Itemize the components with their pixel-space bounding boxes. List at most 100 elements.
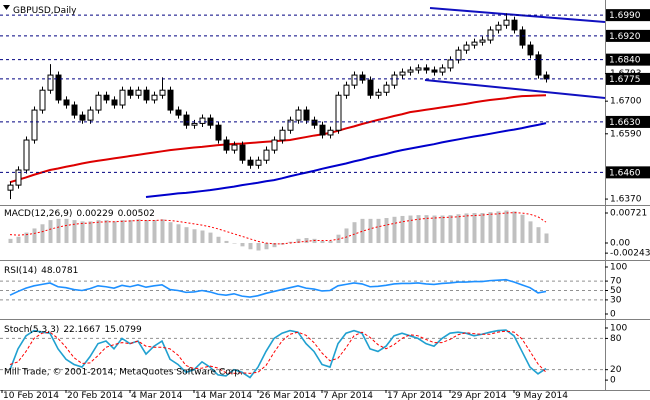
macd-bar — [320, 240, 325, 244]
macd-bar — [496, 211, 501, 244]
candle-body — [327, 129, 334, 136]
candle-body — [503, 19, 510, 26]
macd-bar — [216, 236, 221, 244]
macd-bar — [344, 228, 349, 244]
y-tick-label: 1.6370 — [610, 195, 642, 205]
macd-bar — [200, 230, 205, 244]
candle-body — [375, 91, 382, 96]
y-tick-label: 1.6700 — [610, 97, 642, 107]
candle-body — [439, 67, 446, 73]
macd-bar — [384, 218, 389, 244]
candle-body — [255, 159, 262, 166]
y-tick-label: 0 — [610, 310, 616, 320]
candle-body — [447, 59, 454, 69]
candle-body — [63, 99, 70, 106]
candle-body — [391, 74, 398, 86]
candle-body — [311, 119, 318, 126]
price-level-box — [606, 166, 650, 179]
macd-bar — [536, 227, 541, 244]
macd-bar — [160, 219, 165, 244]
header-value: 15.0799 — [105, 325, 142, 335]
candle-body — [343, 84, 350, 96]
price-level-box — [606, 29, 650, 42]
indicator-header: RSI(14) 48.0781 — [4, 266, 78, 276]
candle-body — [119, 89, 126, 106]
price-level-label: 1.6630 — [609, 118, 641, 128]
y-tick-label: 50 — [610, 286, 622, 296]
macd-bar — [136, 219, 141, 244]
macd-bar — [520, 214, 525, 244]
x-tick-label: 10 Feb 2014 — [3, 391, 59, 400]
macd-bar — [24, 232, 29, 244]
header-title: MACD(12,26,9) — [4, 209, 72, 219]
candle-body — [263, 149, 270, 161]
indicator-header: GBPUSD,Daily — [13, 6, 77, 16]
header-title: RSI(14) — [4, 266, 37, 276]
candle-body — [431, 69, 438, 73]
macd-bar — [32, 228, 37, 244]
macd-bar — [392, 216, 397, 244]
moving-average — [145, 122, 547, 198]
candle-body — [175, 109, 182, 116]
candle-body — [111, 99, 118, 106]
candle-body — [87, 109, 94, 121]
header-value: 0.00502 — [118, 209, 155, 219]
price-level-label: 1.6990 — [609, 11, 641, 21]
candle-body — [335, 94, 342, 131]
candle-body — [247, 159, 254, 166]
macd-bar — [400, 215, 405, 244]
candle-body — [191, 122, 198, 126]
price-level-box — [606, 72, 650, 85]
macd-bar — [56, 218, 61, 244]
candle-body — [415, 67, 422, 71]
macd-bar — [544, 233, 549, 244]
macd-bar — [512, 211, 517, 244]
candle-body — [303, 109, 310, 121]
header-value: 22.1667 — [63, 325, 100, 335]
macd-bar — [504, 210, 509, 244]
macd-bar — [144, 220, 149, 244]
y-tick-label: 70 — [610, 277, 622, 287]
price-level-box — [606, 9, 650, 22]
macd-bar — [272, 243, 277, 248]
macd-bar — [112, 221, 117, 244]
candle-body — [135, 89, 142, 96]
macd-bar — [240, 243, 245, 247]
candle-body — [239, 144, 246, 161]
candle-body — [31, 109, 38, 141]
x-tick-label: 14 Mar 2014 — [195, 391, 252, 400]
candle-body — [55, 74, 62, 101]
panel-frame — [0, 0, 650, 391]
x-tick-label: 4 Mar 2014 — [131, 391, 183, 400]
x-tick-label: 9 May 2014 — [515, 391, 568, 400]
candle-body — [23, 139, 30, 171]
macd-bar — [328, 240, 333, 244]
candle-body — [399, 71, 406, 76]
macd-bar — [408, 215, 413, 244]
candle-body — [495, 24, 502, 31]
trend-line — [424, 79, 606, 99]
x-tick-label: 7 Apr 2014 — [323, 391, 373, 400]
y-tick-label: 30 — [610, 295, 622, 305]
macd-bar — [192, 229, 197, 244]
macd-bar — [376, 218, 381, 244]
macd-bar — [360, 218, 365, 244]
candle-body — [367, 79, 374, 96]
candle-body — [47, 74, 54, 91]
y-tick-label: 100 — [610, 262, 627, 272]
y-tick-label: 0 — [610, 376, 616, 386]
y-tick-label: 100 — [610, 323, 627, 333]
macd-bar — [80, 221, 85, 244]
candle-body — [127, 89, 134, 96]
macd-bar — [16, 236, 21, 244]
candle-body — [15, 169, 22, 186]
macd-bar — [104, 220, 109, 244]
macd-bar — [296, 238, 301, 244]
macd-bar — [96, 220, 101, 244]
indicator-line — [9, 278, 547, 298]
macd-bar — [72, 220, 77, 244]
macd-bar — [448, 215, 453, 244]
candle-body — [359, 74, 366, 81]
